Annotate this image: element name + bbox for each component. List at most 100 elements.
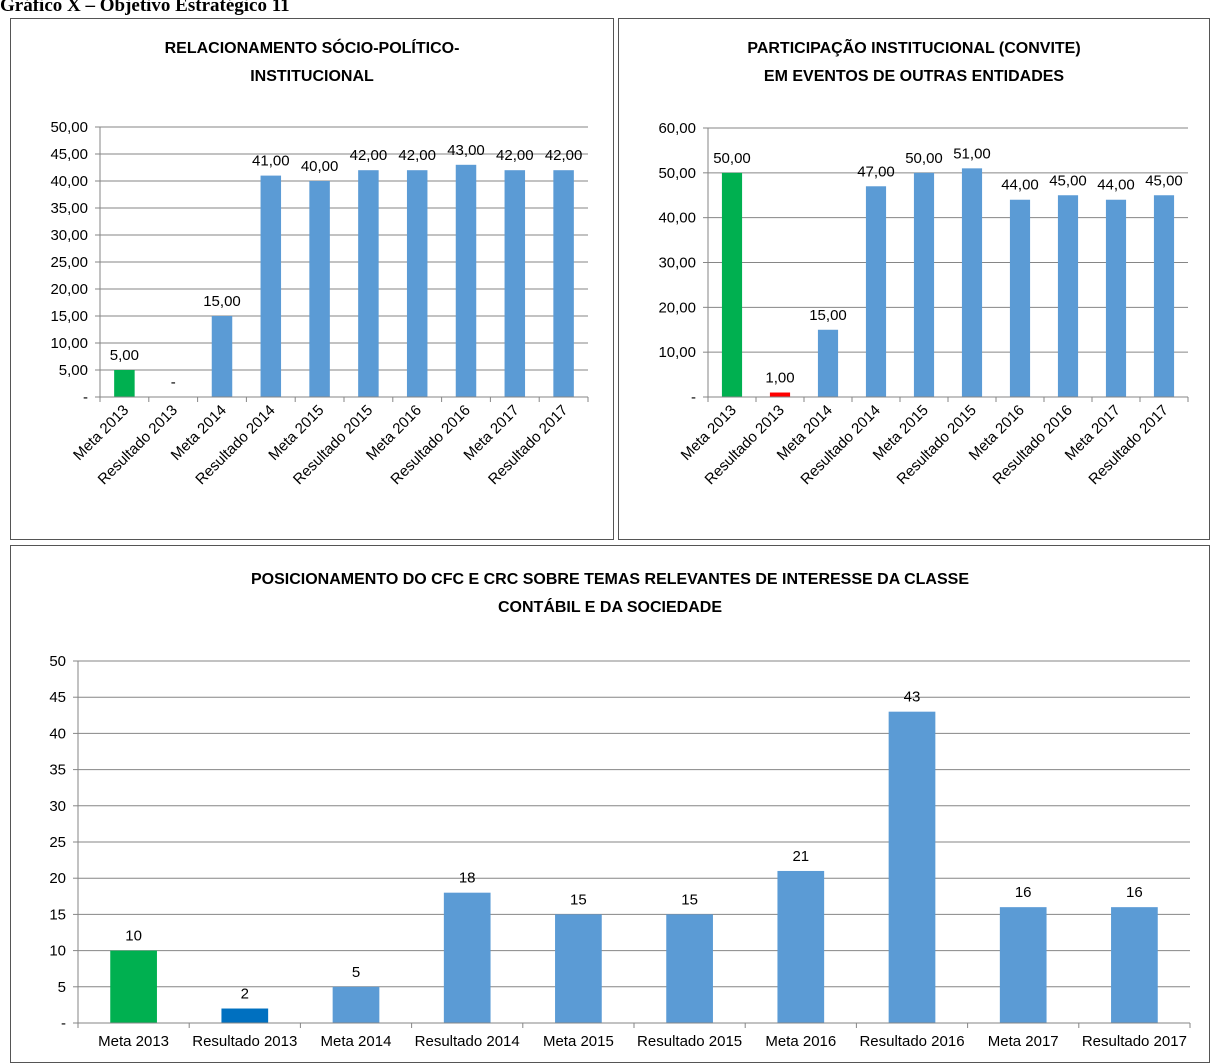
x-tick-label: Meta 2017 — [988, 1033, 1059, 1050]
chart-title: PARTICIPAÇÃO INSTITUCIONAL (CONVITE) — [747, 37, 1080, 57]
chart-title: RELACIONAMENTO SÓCIO-POLÍTICO- — [165, 38, 460, 57]
data-label: 42,00 — [496, 147, 534, 164]
bar — [817, 329, 839, 397]
data-label: 15,00 — [203, 293, 241, 310]
data-label: 51,00 — [953, 145, 991, 162]
data-label: 16 — [1015, 884, 1032, 901]
data-label: 10 — [125, 928, 142, 945]
y-tick-label: 45 — [49, 689, 66, 706]
data-label: 43,00 — [447, 142, 485, 159]
data-label: 42,00 — [545, 147, 583, 164]
y-tick-label: 30 — [49, 798, 66, 815]
y-tick-label: 20,00 — [50, 281, 88, 298]
bar — [777, 870, 825, 1023]
data-label: 5 — [352, 964, 360, 981]
x-tick-label: Meta 2015 — [543, 1033, 614, 1050]
y-tick-label: 25,00 — [50, 254, 88, 271]
bar — [1111, 907, 1158, 1023]
y-tick-label: 40 — [49, 725, 66, 742]
y-tick-label: 35 — [49, 762, 66, 779]
bar — [332, 986, 380, 1023]
data-label: 45,00 — [1145, 172, 1183, 189]
bar — [865, 186, 887, 397]
bar — [1153, 195, 1175, 397]
y-tick-label: 50 — [49, 653, 66, 670]
bar — [358, 170, 379, 397]
data-label: 5,00 — [110, 347, 139, 364]
page-title: Gráfico X – Objetivo Estratégico 11 — [0, 0, 290, 16]
y-tick-label: 30,00 — [50, 227, 88, 244]
data-label: 50,00 — [905, 150, 943, 167]
y-tick-label: 35,00 — [50, 200, 88, 217]
y-tick-label: 15 — [49, 906, 66, 923]
bar — [1105, 199, 1127, 397]
y-tick-label: 20,00 — [658, 299, 696, 316]
y-tick-label: 5,00 — [59, 362, 88, 379]
bar — [114, 370, 135, 397]
bar — [110, 950, 157, 1023]
data-label: 15 — [570, 891, 587, 908]
y-tick-label: 15,00 — [50, 308, 88, 325]
y-tick-label: 20 — [49, 870, 66, 887]
data-label: 15,00 — [809, 307, 847, 324]
bar — [455, 164, 477, 397]
data-label: 42,00 — [350, 147, 388, 164]
x-tick-label: Resultado 2013 — [192, 1033, 297, 1050]
bar — [913, 172, 935, 397]
y-tick-label: - — [691, 389, 696, 406]
x-tick-label: Resultado 2016 — [859, 1033, 964, 1050]
data-label: 50,00 — [713, 150, 751, 167]
bar — [1057, 195, 1079, 397]
bar — [406, 170, 428, 397]
chart-title: CONTÁBIL E DA SOCIEDADE — [498, 597, 722, 616]
chart-frame — [10, 545, 1210, 1063]
y-tick-label: 5 — [58, 979, 66, 996]
y-tick-label: - — [61, 1015, 66, 1032]
chart-frame — [10, 18, 614, 540]
y-tick-label: 50,00 — [658, 165, 696, 182]
data-label: 15 — [681, 891, 698, 908]
bar — [260, 175, 282, 397]
bar — [961, 168, 983, 397]
chart-frame — [618, 18, 1210, 540]
data-label: - — [171, 374, 176, 391]
data-label: 43 — [904, 689, 921, 706]
x-tick-label: Resultado 2017 — [1082, 1033, 1187, 1050]
y-tick-label: 40,00 — [658, 210, 696, 227]
y-tick-label: 30,00 — [658, 255, 696, 272]
bar — [721, 172, 743, 397]
data-label: 47,00 — [857, 163, 895, 180]
y-tick-label: 45,00 — [50, 146, 88, 163]
x-tick-label: Meta 2016 — [765, 1033, 836, 1050]
chart-title: EM EVENTOS DE OUTRAS ENTIDADES — [764, 68, 1065, 85]
x-tick-label: Resultado 2015 — [637, 1033, 742, 1050]
bar — [555, 914, 602, 1023]
bar — [666, 914, 713, 1023]
chart-title: INSTITUCIONAL — [250, 68, 374, 85]
x-tick-label: Meta 2014 — [321, 1033, 392, 1050]
y-tick-label: 10,00 — [50, 335, 88, 352]
y-tick-label: 10,00 — [658, 344, 696, 361]
bar — [769, 392, 791, 397]
bar — [888, 711, 936, 1023]
y-tick-label: 50,00 — [50, 119, 88, 136]
data-label: 2 — [241, 986, 249, 1003]
data-label: 45,00 — [1049, 172, 1087, 189]
bar — [504, 170, 526, 397]
data-label: 44,00 — [1097, 177, 1135, 194]
data-label: 41,00 — [252, 153, 290, 170]
data-label: 44,00 — [1001, 177, 1039, 194]
data-label: 21 — [792, 848, 809, 865]
data-label: 42,00 — [398, 147, 436, 164]
y-tick-label: - — [83, 389, 88, 406]
chart-title: POSICIONAMENTO DO CFC E CRC SOBRE TEMAS … — [251, 571, 969, 588]
data-label: 16 — [1126, 884, 1143, 901]
data-label: 1,00 — [765, 370, 794, 387]
data-label: 18 — [459, 870, 476, 887]
bar — [221, 1008, 269, 1023]
bar — [309, 181, 330, 397]
y-tick-label: 60,00 — [658, 120, 696, 137]
x-tick-label: Meta 2013 — [98, 1033, 169, 1050]
